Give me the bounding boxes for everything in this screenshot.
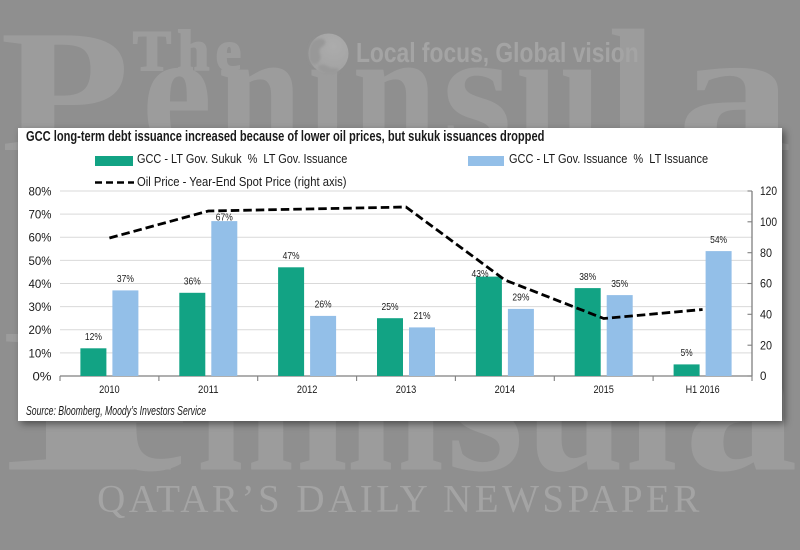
svg-text:21%: 21% [414, 310, 431, 322]
svg-text:40%: 40% [29, 277, 52, 291]
svg-text:29%: 29% [512, 292, 529, 304]
svg-text:2010: 2010 [99, 384, 120, 396]
svg-text:35%: 35% [611, 278, 628, 290]
svg-text:36%: 36% [184, 276, 201, 288]
svg-text:2011: 2011 [198, 384, 219, 396]
svg-text:25%: 25% [382, 301, 399, 313]
svg-text:2014: 2014 [495, 384, 516, 396]
svg-text:50%: 50% [29, 254, 52, 268]
svg-text:10%: 10% [29, 346, 52, 360]
svg-text:43%: 43% [472, 268, 489, 280]
svg-text:70%: 70% [29, 208, 52, 222]
svg-text:The: The [133, 20, 248, 83]
svg-text:120: 120 [760, 186, 777, 198]
svg-text:37%: 37% [117, 273, 134, 285]
svg-text:38%: 38% [579, 271, 596, 283]
svg-text:2015: 2015 [593, 384, 614, 396]
svg-text:12%: 12% [85, 331, 102, 343]
svg-text:0: 0 [760, 371, 766, 383]
svg-text:80: 80 [760, 248, 772, 260]
svg-text:5%: 5% [681, 347, 693, 359]
svg-text:2013: 2013 [396, 384, 417, 396]
svg-text:60: 60 [760, 279, 772, 291]
svg-text:100: 100 [760, 217, 777, 229]
svg-text:26%: 26% [315, 299, 332, 311]
svg-text:20: 20 [760, 340, 772, 352]
svg-text:80%: 80% [29, 184, 52, 198]
svg-text:67%: 67% [216, 211, 233, 223]
svg-text:QATAR’S DAILY NEWSPAPER: QATAR’S DAILY NEWSPAPER [97, 478, 703, 521]
svg-text:2012: 2012 [297, 384, 318, 396]
svg-text:20%: 20% [29, 323, 52, 337]
svg-text:54%: 54% [710, 234, 727, 246]
svg-text:0%: 0% [33, 369, 52, 383]
svg-text:30%: 30% [29, 300, 52, 314]
svg-text:60%: 60% [29, 231, 52, 245]
svg-text:H1 2016: H1 2016 [686, 384, 720, 396]
svg-text:47%: 47% [283, 250, 300, 262]
svg-text:40: 40 [760, 310, 772, 322]
svg-text:Local focus, Global vision: Local focus, Global vision [356, 38, 639, 69]
